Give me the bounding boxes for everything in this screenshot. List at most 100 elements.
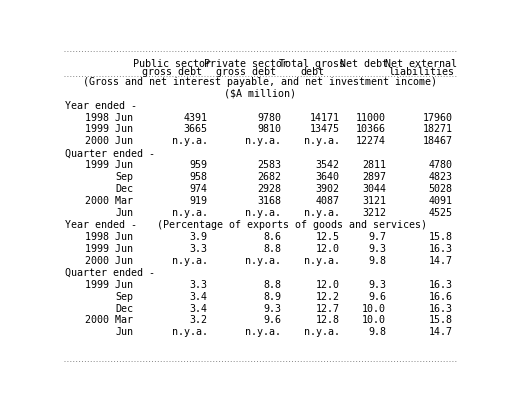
Text: gross debt: gross debt	[216, 67, 276, 77]
Text: 8.8: 8.8	[263, 244, 281, 254]
Text: 14.7: 14.7	[429, 256, 453, 266]
Text: 2928: 2928	[258, 184, 281, 194]
Text: 16.6: 16.6	[429, 291, 453, 302]
Text: 974: 974	[190, 184, 208, 194]
Text: 4087: 4087	[316, 196, 340, 206]
Text: 11000: 11000	[356, 113, 386, 123]
Text: 13475: 13475	[309, 125, 340, 134]
Text: 9810: 9810	[258, 125, 281, 134]
Text: 919: 919	[190, 196, 208, 206]
Text: 12.0: 12.0	[316, 280, 340, 290]
Text: n.y.a.: n.y.a.	[172, 327, 208, 337]
Text: 12.5: 12.5	[316, 232, 340, 242]
Text: Private sector: Private sector	[204, 59, 288, 69]
Text: 3.4: 3.4	[190, 291, 208, 302]
Text: 959: 959	[190, 160, 208, 170]
Text: 1999 Jun: 1999 Jun	[86, 244, 133, 254]
Text: Total gross: Total gross	[279, 59, 345, 69]
Text: 9.8: 9.8	[368, 327, 386, 337]
Text: n.y.a.: n.y.a.	[303, 327, 340, 337]
Text: 9.7: 9.7	[368, 232, 386, 242]
Text: gross debt: gross debt	[142, 67, 202, 77]
Text: n.y.a.: n.y.a.	[245, 256, 281, 266]
Text: Year ended -: Year ended -	[65, 101, 137, 111]
Text: 9.6: 9.6	[263, 315, 281, 326]
Text: debt: debt	[300, 67, 324, 77]
Text: Jun: Jun	[116, 208, 133, 218]
Text: 4780: 4780	[429, 160, 453, 170]
Text: 3.9: 3.9	[190, 232, 208, 242]
Text: 9780: 9780	[258, 113, 281, 123]
Text: 2000 Jun: 2000 Jun	[86, 256, 133, 266]
Text: 16.3: 16.3	[429, 280, 453, 290]
Text: 4823: 4823	[429, 172, 453, 182]
Text: 2000 Jun: 2000 Jun	[86, 136, 133, 147]
Text: 14.7: 14.7	[429, 327, 453, 337]
Text: 8.9: 8.9	[263, 291, 281, 302]
Text: 15.8: 15.8	[429, 232, 453, 242]
Text: 16.3: 16.3	[429, 304, 453, 313]
Text: 3542: 3542	[316, 160, 340, 170]
Text: Net external: Net external	[385, 59, 457, 69]
Text: n.y.a.: n.y.a.	[245, 208, 281, 218]
Text: 12.0: 12.0	[316, 244, 340, 254]
Text: 1999 Jun: 1999 Jun	[86, 125, 133, 134]
Text: 1998 Jun: 1998 Jun	[86, 232, 133, 242]
Text: 3212: 3212	[362, 208, 386, 218]
Text: 14171: 14171	[309, 113, 340, 123]
Text: 3902: 3902	[316, 184, 340, 194]
Text: Year ended -: Year ended -	[65, 220, 137, 230]
Text: 3.3: 3.3	[190, 280, 208, 290]
Text: 9.8: 9.8	[368, 256, 386, 266]
Text: 10.0: 10.0	[362, 315, 386, 326]
Text: Sep: Sep	[116, 291, 133, 302]
Text: 15.8: 15.8	[429, 315, 453, 326]
Text: 12274: 12274	[356, 136, 386, 147]
Text: n.y.a.: n.y.a.	[303, 256, 340, 266]
Text: liabilities: liabilities	[388, 67, 454, 77]
Text: 18271: 18271	[422, 125, 453, 134]
Text: 4391: 4391	[184, 113, 208, 123]
Text: 3.4: 3.4	[190, 304, 208, 313]
Text: 2682: 2682	[258, 172, 281, 182]
Text: n.y.a.: n.y.a.	[303, 136, 340, 147]
Text: 9.3: 9.3	[368, 280, 386, 290]
Text: Quarter ended -: Quarter ended -	[65, 149, 155, 158]
Text: 3121: 3121	[362, 196, 386, 206]
Text: 9.3: 9.3	[368, 244, 386, 254]
Text: 16.3: 16.3	[429, 244, 453, 254]
Text: n.y.a.: n.y.a.	[172, 256, 208, 266]
Text: Dec: Dec	[116, 304, 133, 313]
Text: 18467: 18467	[422, 136, 453, 147]
Text: 9.6: 9.6	[368, 291, 386, 302]
Text: 4525: 4525	[429, 208, 453, 218]
Text: (Percentage of exports of goods and services): (Percentage of exports of goods and serv…	[157, 220, 427, 230]
Text: 8.6: 8.6	[263, 232, 281, 242]
Text: 2583: 2583	[258, 160, 281, 170]
Text: ($A million): ($A million)	[224, 89, 296, 98]
Text: Net debt: Net debt	[341, 59, 388, 69]
Text: 3.3: 3.3	[190, 244, 208, 254]
Text: n.y.a.: n.y.a.	[245, 327, 281, 337]
Text: 3665: 3665	[184, 125, 208, 134]
Text: 3.2: 3.2	[190, 315, 208, 326]
Text: 3640: 3640	[316, 172, 340, 182]
Text: 8.8: 8.8	[263, 280, 281, 290]
Text: 4091: 4091	[429, 196, 453, 206]
Text: 12.2: 12.2	[316, 291, 340, 302]
Text: n.y.a.: n.y.a.	[172, 208, 208, 218]
Text: 1999 Jun: 1999 Jun	[86, 160, 133, 170]
Text: (Gross and net interest payable, and net investment income): (Gross and net interest payable, and net…	[83, 77, 437, 87]
Text: n.y.a.: n.y.a.	[172, 136, 208, 147]
Text: Sep: Sep	[116, 172, 133, 182]
Text: Quarter ended -: Quarter ended -	[65, 268, 155, 278]
Text: n.y.a.: n.y.a.	[303, 208, 340, 218]
Text: Dec: Dec	[116, 184, 133, 194]
Text: 12.7: 12.7	[316, 304, 340, 313]
Text: Jun: Jun	[116, 327, 133, 337]
Text: 1998 Jun: 1998 Jun	[86, 113, 133, 123]
Text: 10.0: 10.0	[362, 304, 386, 313]
Text: 5028: 5028	[429, 184, 453, 194]
Text: 12.8: 12.8	[316, 315, 340, 326]
Text: 2811: 2811	[362, 160, 386, 170]
